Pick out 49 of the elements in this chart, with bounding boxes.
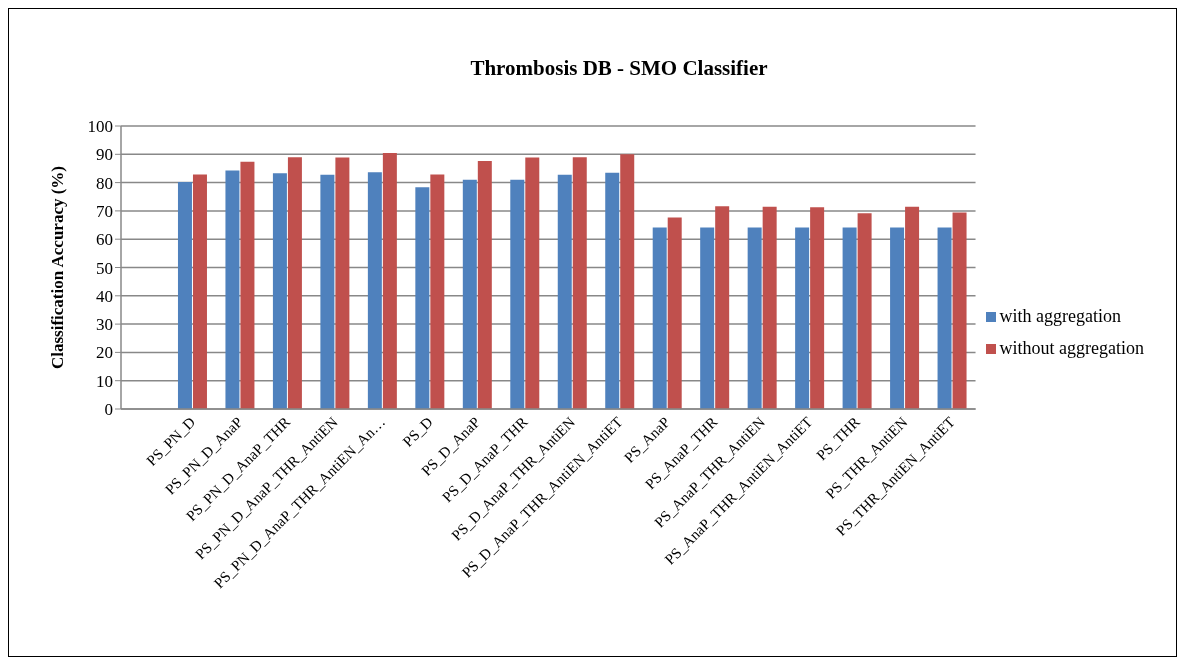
bar [937,227,952,409]
y-tick-label: 20 [96,343,113,363]
bar [857,213,872,409]
bar [620,154,635,409]
bar [715,206,730,409]
y-tick-label: 90 [96,145,113,165]
bar [320,174,335,409]
bar [177,182,192,409]
bar [525,157,540,409]
legend-label: without aggregation [999,337,1144,358]
bar [240,161,255,409]
y-tick-label: 0 [104,400,113,420]
bar [842,227,857,409]
bar [667,217,682,409]
bar [462,179,477,409]
y-tick-label: 70 [96,201,113,221]
bar [605,172,620,409]
y-tick-label: 60 [96,230,113,250]
bar [477,161,492,409]
chart-title: Thrombosis DB - SMO Classifier [470,56,768,80]
bar [572,157,587,409]
bar [762,206,777,409]
bar [652,227,667,409]
bar [272,173,287,409]
bar [510,179,525,409]
y-tick-label: 30 [96,315,113,335]
bar [795,227,810,409]
y-tick-label: 10 [96,371,113,391]
bar [430,174,445,409]
bar [415,187,430,409]
bar [335,157,350,409]
bar [905,206,920,409]
bar [810,207,825,409]
bar [557,174,572,409]
bar [747,227,762,409]
y-tick-label: 80 [96,173,113,193]
y-tick-label: 50 [96,258,113,278]
bar [700,227,715,409]
bar [287,157,302,409]
bar [952,212,967,409]
bar [192,174,207,409]
bar [890,227,905,409]
bar [367,172,382,409]
y-tick-label: 100 [87,117,113,137]
y-tick-label: 40 [96,286,113,306]
y-axis-title: Classification Accuracy (%) [48,165,68,370]
legend-label: with aggregation [999,305,1121,326]
bar [382,152,397,409]
bar [225,170,240,409]
